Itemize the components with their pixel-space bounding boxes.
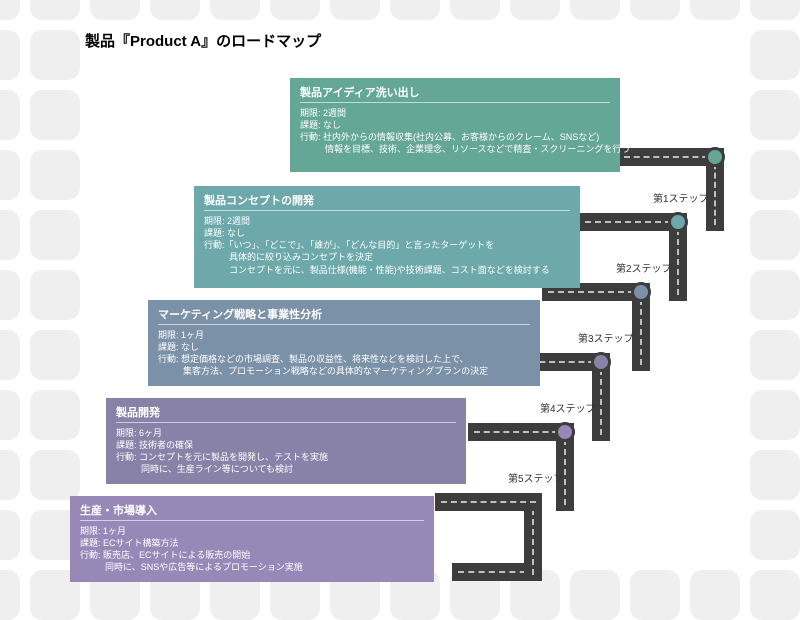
card-title: 生産・市場導入 <box>80 502 424 518</box>
step-node-1 <box>705 147 725 167</box>
card-line: 期限: 6ヶ月 <box>116 427 456 439</box>
card-line: 行動:「いつ」、「どこで」、「誰が」、「どんな目的」と言ったターゲットを <box>204 239 570 251</box>
step-label-4: 第4ステップ <box>540 400 596 415</box>
card-title: 製品開発 <box>116 404 456 420</box>
step-card-2: 製品コンセプトの開発期限: 2週間課題: なし行動:「いつ」、「どこで」、「誰が… <box>194 186 580 288</box>
step-node-3 <box>631 282 651 302</box>
card-line: 同時に、生産ライン等についても検討 <box>116 463 456 475</box>
card-line: 集客方法、プロモーション戦略などの具体的なマーケティングプランの決定 <box>158 365 530 377</box>
card-line: 期限: 2週間 <box>204 215 570 227</box>
card-line: 期限: 2週間 <box>300 107 610 119</box>
card-line: 行動: 販売店、ECサイトによる販売の開始 <box>80 549 424 561</box>
card-line: 課題: なし <box>300 119 610 131</box>
page-title: 製品『Product A』のロードマップ <box>85 30 321 51</box>
step-label-3: 第3ステップ <box>578 330 634 345</box>
card-line: 行動: 想定価格などの市場調査、製品の収益性、将来性などを検討した上で、 <box>158 353 530 365</box>
step-card-1: 製品アイディア洗い出し期限: 2週間課題: なし行動: 社内外からの情報収集(社… <box>290 78 620 172</box>
roadmap-diagram: 製品『Product A』のロードマップ 第1ステップ第2ステップ第3ステップ第… <box>0 0 800 600</box>
step-label-5: 第5ステップ <box>508 470 564 485</box>
card-line: 行動: 社内外からの情報収集(社内公募、お客様からのクレーム、SNSなど) <box>300 131 610 143</box>
card-line: 情報を目標、技術、企業理念、リソースなどで精査・スクリーニングを行う <box>300 143 610 155</box>
card-line: 課題: なし <box>158 341 530 353</box>
card-line: 期限: 1ヶ月 <box>80 525 424 537</box>
card-title: 製品コンセプトの開発 <box>204 192 570 208</box>
card-line: 課題: ECサイト構築方法 <box>80 537 424 549</box>
card-line: 課題: 技術者の確保 <box>116 439 456 451</box>
card-title: 製品アイディア洗い出し <box>300 84 610 100</box>
card-title: マーケティング戦略と事業性分析 <box>158 306 530 322</box>
step-node-5 <box>555 422 575 442</box>
card-line: 同時に、SNSや広告等によるプロモーション実施 <box>80 561 424 573</box>
card-line: 期限: 1ヶ月 <box>158 329 530 341</box>
card-line: 課題: なし <box>204 227 570 239</box>
step-node-4 <box>591 352 611 372</box>
card-line: 行動: コンセプトを元に製品を開発し、テストを実施 <box>116 451 456 463</box>
step-card-3: マーケティング戦略と事業性分析期限: 1ヶ月課題: なし行動: 想定価格などの市… <box>148 300 540 386</box>
step-card-5: 生産・市場導入期限: 1ヶ月課題: ECサイト構築方法行動: 販売店、ECサイト… <box>70 496 434 582</box>
card-line: 具体的に絞り込みコンセプトを決定 <box>204 251 570 263</box>
step-card-4: 製品開発期限: 6ヶ月課題: 技術者の確保行動: コンセプトを元に製品を開発し、… <box>106 398 466 484</box>
step-label-1: 第1ステップ <box>653 190 709 205</box>
step-node-2 <box>668 212 688 232</box>
step-label-2: 第2ステップ <box>616 260 672 275</box>
card-line: コンセプトを元に、製品仕様(機能・性能)や技術課題、コスト面などを検討する <box>204 264 570 276</box>
